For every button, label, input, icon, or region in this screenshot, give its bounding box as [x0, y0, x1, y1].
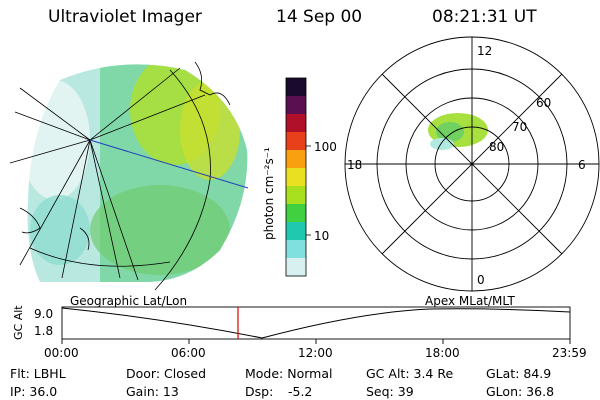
ip-info: IP: 36.0: [10, 384, 58, 399]
gain-info: Gain: 13: [126, 384, 179, 399]
colorbar-block: [286, 78, 306, 97]
timeline-x-tick-1: 06:00: [171, 346, 206, 360]
polar-grid: [344, 36, 600, 292]
latitude-arc: [29, 247, 171, 267]
colorbar-tick-10: 10: [314, 229, 330, 243]
timeline-x-tick-3: 18:00: [425, 346, 460, 360]
glon-info: GLon: 36.8: [486, 384, 555, 399]
mlt-label-0: 0: [477, 273, 485, 287]
colorbar-block: [286, 258, 306, 277]
terminator-line: [89, 139, 249, 189]
colorbar-block: [286, 222, 306, 241]
gc-alt-info: GC Alt: 3.4 Re: [366, 366, 454, 381]
mlat-label-80: 80: [489, 140, 505, 154]
colorbar-block: [286, 204, 306, 223]
filter-info: Flt: LBHL: [10, 366, 66, 381]
colorbar-block: [286, 114, 306, 133]
timeline-ticks: [61, 339, 571, 344]
timeline-x-tick-2: 12:00: [298, 346, 333, 360]
coastline: [194, 61, 231, 106]
mlat-label-70: 70: [512, 120, 528, 134]
instrument-title: Ultraviolet Imager: [48, 7, 202, 27]
colorbar-block: [286, 96, 306, 115]
timeline-x-tick-4: 23:59: [552, 346, 587, 360]
meridian-grid: [9, 67, 206, 281]
coastline: [79, 227, 90, 251]
colorbar-block: [286, 132, 306, 151]
latitude-arc: [154, 69, 211, 291]
date-label: 14 Sep 00: [276, 7, 363, 27]
colorbar-block: [286, 240, 306, 259]
mlat-label-60: 60: [536, 96, 552, 110]
dsp-value: -5.2: [288, 384, 313, 399]
colorbar-tick-100: 100: [314, 140, 337, 154]
mlt-label-6: 6: [578, 158, 586, 172]
mode-info: Mode: Normal: [245, 366, 333, 381]
seq-info: Seq: 39: [366, 384, 414, 399]
altitude-curve: [61, 307, 571, 339]
timeline-right-title: Apex MLat/MLT: [425, 294, 515, 308]
glat-info: GLat: 84.9: [486, 366, 552, 381]
timeline-left-title: Geographic Lat/Lon: [70, 294, 188, 308]
timeline-x-tick-0: 00:00: [44, 346, 79, 360]
colorbar-block: [286, 150, 306, 169]
door-info: Door: Closed: [126, 366, 207, 381]
mlt-label-18: 18: [347, 158, 363, 172]
dsp-label: Dsp:: [245, 384, 274, 399]
mlt-label-12: 12: [477, 44, 493, 58]
coastline: [19, 207, 41, 234]
timeline-y-tick-top: 9.0: [34, 307, 54, 321]
colorbar-block: [286, 186, 306, 205]
time-label: 08:21:31 UT: [432, 7, 537, 27]
colorbar-block: [286, 168, 306, 187]
timeline-y-tick-bottom: 1.8: [34, 324, 54, 338]
